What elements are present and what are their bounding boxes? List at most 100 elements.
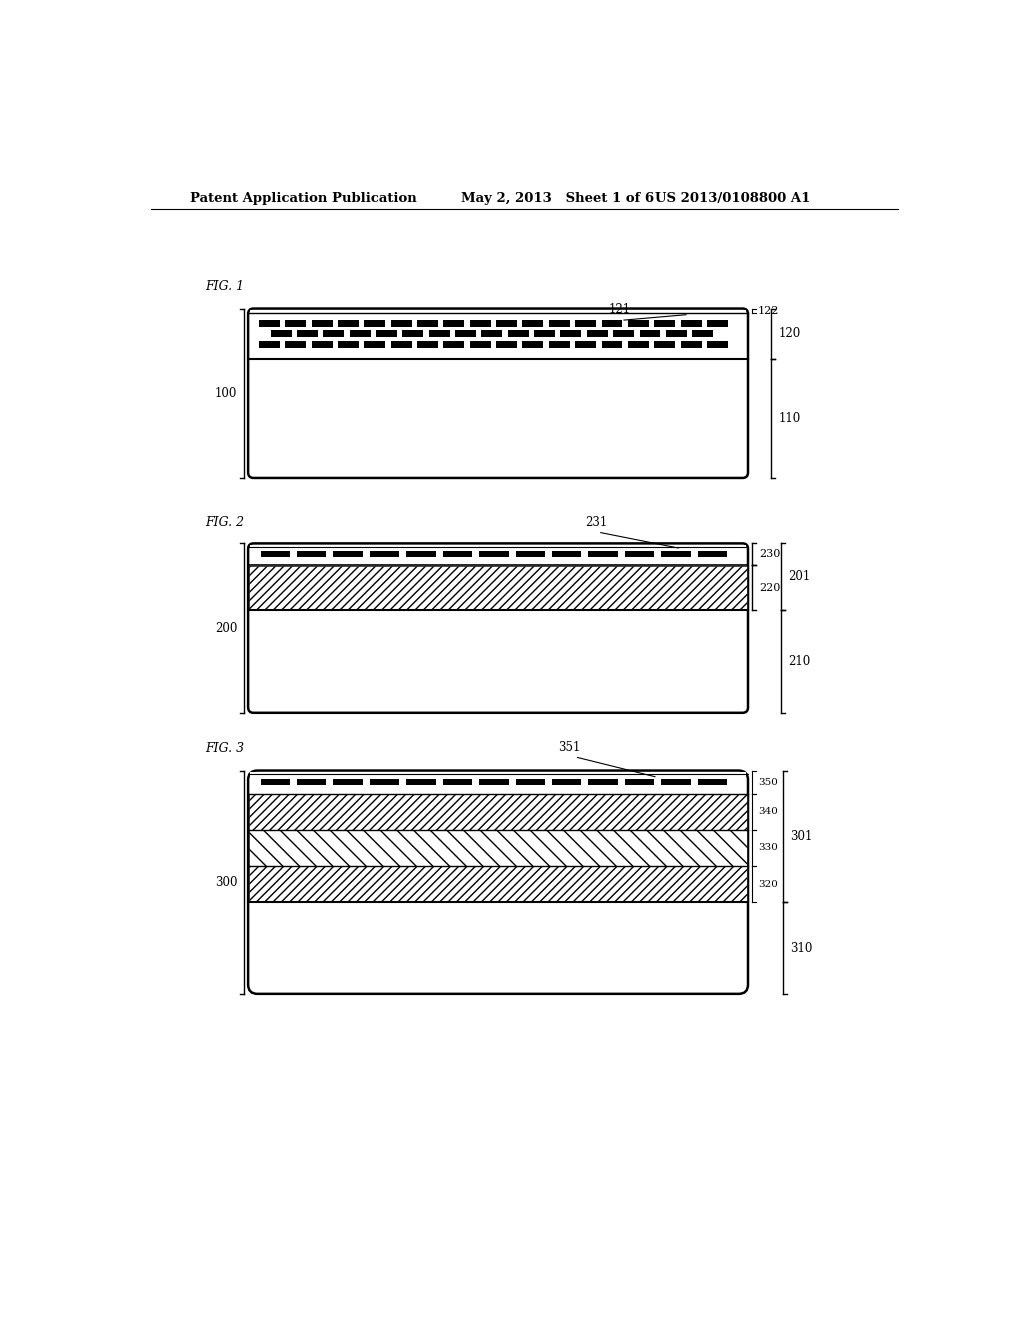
Bar <box>338 319 359 326</box>
Text: 340: 340 <box>758 808 778 816</box>
Bar <box>470 342 490 348</box>
Bar <box>681 319 701 326</box>
Text: 310: 310 <box>790 941 812 954</box>
Text: FIG. 2: FIG. 2 <box>206 516 245 529</box>
Bar <box>443 319 464 326</box>
Bar <box>311 342 333 348</box>
Bar <box>535 330 555 338</box>
Bar <box>625 779 654 785</box>
Bar <box>662 552 690 557</box>
Bar <box>249 566 748 610</box>
Bar <box>692 330 713 338</box>
Bar <box>628 342 649 348</box>
Bar <box>297 552 327 557</box>
Text: 210: 210 <box>788 655 811 668</box>
Bar <box>338 342 359 348</box>
Bar <box>707 342 728 348</box>
Bar <box>249 830 748 866</box>
Text: FIG. 3: FIG. 3 <box>206 742 245 755</box>
Bar <box>417 342 438 348</box>
Text: Patent Application Publication: Patent Application Publication <box>190 191 417 205</box>
Bar <box>628 319 649 326</box>
FancyBboxPatch shape <box>248 771 748 994</box>
Bar <box>286 342 306 348</box>
Text: 110: 110 <box>778 412 801 425</box>
Bar <box>697 552 727 557</box>
FancyBboxPatch shape <box>248 309 748 478</box>
Bar <box>429 330 450 338</box>
Bar <box>575 319 596 326</box>
Bar <box>515 779 545 785</box>
Bar <box>286 319 306 326</box>
Bar <box>470 319 490 326</box>
Bar <box>442 779 472 785</box>
Text: 320: 320 <box>758 879 778 888</box>
Bar <box>365 319 385 326</box>
Bar <box>666 330 687 338</box>
Bar <box>370 779 399 785</box>
Bar <box>250 772 746 792</box>
Text: 122: 122 <box>758 306 779 315</box>
Bar <box>417 319 438 326</box>
Text: 201: 201 <box>788 570 811 583</box>
Bar <box>549 342 569 348</box>
Text: 300: 300 <box>215 875 238 888</box>
Bar <box>297 330 317 338</box>
Bar <box>407 552 435 557</box>
Text: 200: 200 <box>215 622 238 635</box>
Bar <box>391 342 412 348</box>
Bar <box>552 779 582 785</box>
Bar <box>640 330 660 338</box>
Bar <box>349 330 371 338</box>
Bar <box>575 342 596 348</box>
Bar <box>522 342 544 348</box>
Bar <box>311 319 333 326</box>
Bar <box>376 330 397 338</box>
Bar <box>370 552 399 557</box>
Bar <box>250 310 746 358</box>
Bar <box>681 342 701 348</box>
Text: 120: 120 <box>778 327 801 341</box>
Text: 100: 100 <box>215 387 238 400</box>
Text: FIG. 1: FIG. 1 <box>206 280 245 293</box>
Bar <box>522 319 544 326</box>
Bar <box>625 552 654 557</box>
Text: May 2, 2013   Sheet 1 of 6: May 2, 2013 Sheet 1 of 6 <box>461 191 654 205</box>
Bar <box>549 319 569 326</box>
Text: 350: 350 <box>758 777 778 787</box>
Bar <box>391 319 412 326</box>
Bar <box>259 342 280 348</box>
Bar <box>515 552 545 557</box>
Bar <box>481 330 503 338</box>
Bar <box>697 779 727 785</box>
Bar <box>654 342 675 348</box>
Bar <box>270 330 292 338</box>
Bar <box>324 330 344 338</box>
Bar <box>589 779 617 785</box>
Bar <box>334 552 362 557</box>
Text: 351: 351 <box>558 741 581 754</box>
Text: 230: 230 <box>759 549 780 560</box>
Bar <box>662 779 690 785</box>
Bar <box>402 330 423 338</box>
Text: 231: 231 <box>586 516 607 529</box>
Bar <box>334 779 362 785</box>
Bar <box>249 793 748 830</box>
Bar <box>613 330 634 338</box>
Bar <box>707 319 728 326</box>
Bar <box>260 779 290 785</box>
Bar <box>297 779 327 785</box>
Bar <box>250 545 746 564</box>
Bar <box>443 342 464 348</box>
Bar <box>407 779 435 785</box>
Bar <box>479 779 509 785</box>
Text: 121: 121 <box>608 304 631 317</box>
Bar <box>589 552 617 557</box>
Text: 330: 330 <box>758 843 778 853</box>
Bar <box>442 552 472 557</box>
Bar <box>496 319 517 326</box>
Bar <box>508 330 528 338</box>
Bar <box>601 319 623 326</box>
Bar <box>601 342 623 348</box>
Bar <box>552 552 582 557</box>
